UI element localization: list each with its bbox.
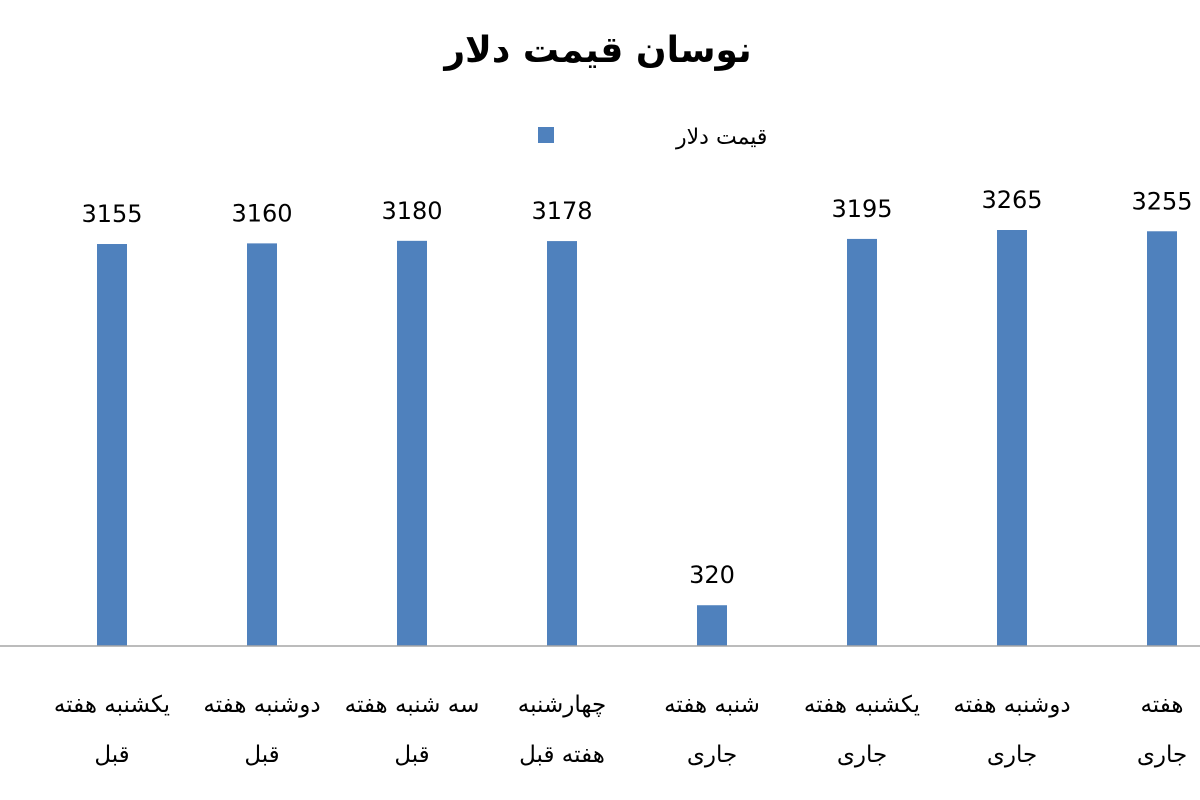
bar-8 (1147, 231, 1177, 647)
category-label-1-line1: یکشنبه هفته (54, 692, 170, 718)
legend: قیمت دلار (538, 125, 767, 150)
bar-3 (397, 240, 427, 646)
data-label-4: 3178 (531, 197, 592, 225)
category-label-8-line2: جاری (1137, 742, 1187, 768)
category-label-3-line2: قبل (394, 742, 429, 768)
category-label-2-line1: دوشنبه هفته (203, 692, 320, 718)
legend-label: قیمت دلار (675, 125, 767, 150)
category-label-7-line1: دوشنبه هفته (953, 692, 1070, 718)
data-label-8: 3255 (1131, 187, 1192, 215)
category-label-5-line1: شنبه هفته (664, 692, 760, 718)
bar-4 (547, 241, 577, 646)
category-label-8-line1: هفته (1140, 692, 1183, 718)
data-label-7: 3265 (981, 186, 1042, 214)
plot-area: 3155 3160 3180 3178 320 3195 3265 3255 (81, 186, 1193, 647)
legend-swatch (538, 127, 554, 143)
bar-5 (697, 605, 727, 646)
bar-6 (847, 238, 877, 647)
category-label-6-line2: جاری (837, 742, 887, 768)
category-label-4-line1: چهارشنبه (518, 692, 606, 718)
bar-7 (997, 230, 1027, 646)
data-label-2: 3160 (231, 199, 292, 227)
data-label-6: 3195 (831, 195, 892, 223)
data-label-3: 3180 (381, 197, 442, 225)
data-label-5: 320 (689, 561, 735, 589)
chart-title: نوسان قیمت دلار (442, 30, 751, 71)
category-label-3-line1: سه شنبه هفته (345, 692, 480, 718)
bar-1 (97, 244, 127, 646)
category-label-1-line2: قبل (94, 742, 129, 768)
category-label-7-line2: جاری (987, 742, 1037, 768)
bar-2 (247, 243, 277, 647)
data-label-1: 3155 (81, 200, 142, 228)
category-label-4-line2: هفته قبل (519, 742, 605, 768)
category-label-6-line1: یکشنبه هفته (804, 692, 920, 718)
category-label-5-line2: جاری (687, 742, 737, 768)
category-label-2-line2: قبل (244, 742, 279, 768)
